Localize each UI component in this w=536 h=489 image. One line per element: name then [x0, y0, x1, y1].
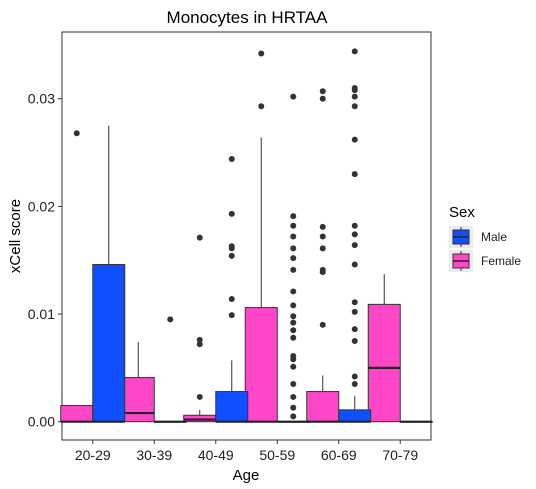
male-outlier	[228, 295, 235, 302]
legend-title: Sex	[449, 204, 475, 221]
male-outlier	[351, 48, 358, 55]
male-outlier	[290, 404, 297, 411]
outlier-layer	[73, 48, 358, 420]
male-outlier	[351, 171, 358, 178]
male-outlier	[290, 93, 297, 100]
male-outlier	[290, 363, 297, 370]
male-outlier	[351, 222, 358, 229]
male-outlier	[351, 308, 358, 315]
x-tick-label: 40-49	[198, 447, 234, 463]
legend-label-male: Male	[481, 230, 507, 244]
male-outlier	[351, 373, 358, 380]
female-outlier	[196, 336, 203, 343]
male-outlier	[290, 313, 297, 320]
legend: Sex Male Female	[449, 204, 521, 272]
x-tick-label: 60-69	[321, 447, 357, 463]
female-box	[60, 405, 94, 423]
male-outlier	[290, 245, 297, 252]
female-outlier	[258, 103, 265, 110]
male-outlier	[290, 334, 297, 341]
female-outlier	[73, 130, 80, 137]
female-box	[367, 303, 401, 423]
male-outlier	[351, 84, 358, 91]
box-layer	[60, 125, 433, 423]
male-outlier	[290, 319, 297, 326]
male-outlier	[290, 413, 297, 420]
legend-label-female: Female	[481, 254, 521, 268]
male-outlier	[351, 261, 358, 268]
male-outlier	[228, 156, 235, 163]
x-tick-label: 50-59	[259, 447, 295, 463]
female-outlier	[319, 223, 326, 230]
male-outlier	[228, 252, 235, 259]
male-outlier	[351, 136, 358, 143]
female-outlier	[258, 50, 265, 57]
male-outlier	[351, 103, 358, 110]
y-tick-label: 0.02	[28, 198, 55, 214]
female-outlier	[196, 393, 203, 400]
male-outlier	[228, 312, 235, 319]
female-outlier	[319, 321, 326, 328]
female-outlier	[319, 266, 326, 273]
male-outlier	[290, 302, 297, 309]
male-outlier	[290, 222, 297, 229]
y-axis: 0.00 0.01 0.02 0.03	[28, 91, 62, 430]
x-axis-title: Age	[233, 467, 260, 484]
male-outlier	[351, 231, 358, 238]
female-box	[121, 377, 155, 423]
male-outlier	[351, 299, 358, 306]
male-outlier	[351, 242, 358, 249]
male-outlier	[351, 381, 358, 388]
male-outlier	[228, 243, 235, 250]
male-outlier	[290, 393, 297, 400]
x-tick-label: 30-39	[136, 447, 172, 463]
x-tick-label: 70-79	[382, 447, 418, 463]
y-axis-title: xCell score	[7, 199, 24, 273]
male-outlier	[351, 326, 358, 333]
male-outlier	[290, 233, 297, 240]
male-outlier	[228, 210, 235, 217]
female-box	[306, 391, 340, 423]
male-outlier	[290, 381, 297, 388]
y-tick-label: 0.00	[28, 414, 55, 430]
male-outlier	[290, 353, 297, 360]
male-outlier	[290, 255, 297, 262]
female-outlier	[319, 95, 326, 102]
male-box	[92, 264, 126, 423]
female-outlier	[319, 88, 326, 95]
male-outlier	[167, 316, 174, 323]
male-outlier	[290, 213, 297, 220]
male-outlier	[290, 327, 297, 334]
female-outlier	[319, 233, 326, 240]
female-outlier	[196, 341, 203, 348]
chart-title: Monocytes in HRTAA	[167, 8, 329, 27]
y-tick-label: 0.01	[28, 306, 55, 322]
male-outlier	[290, 288, 297, 295]
y-tick-label: 0.03	[28, 91, 55, 107]
female-box	[244, 307, 278, 423]
male-box	[215, 391, 249, 423]
male-outlier	[290, 266, 297, 273]
male-box	[338, 409, 372, 423]
x-tick-label: 20-29	[75, 447, 111, 463]
male-outlier	[351, 93, 358, 100]
x-axis: 20-29 30-39 40-49 50-59 60-69 70-79	[75, 440, 418, 463]
male-outlier	[351, 337, 358, 344]
female-outlier	[319, 245, 326, 252]
female-outlier	[196, 234, 203, 241]
